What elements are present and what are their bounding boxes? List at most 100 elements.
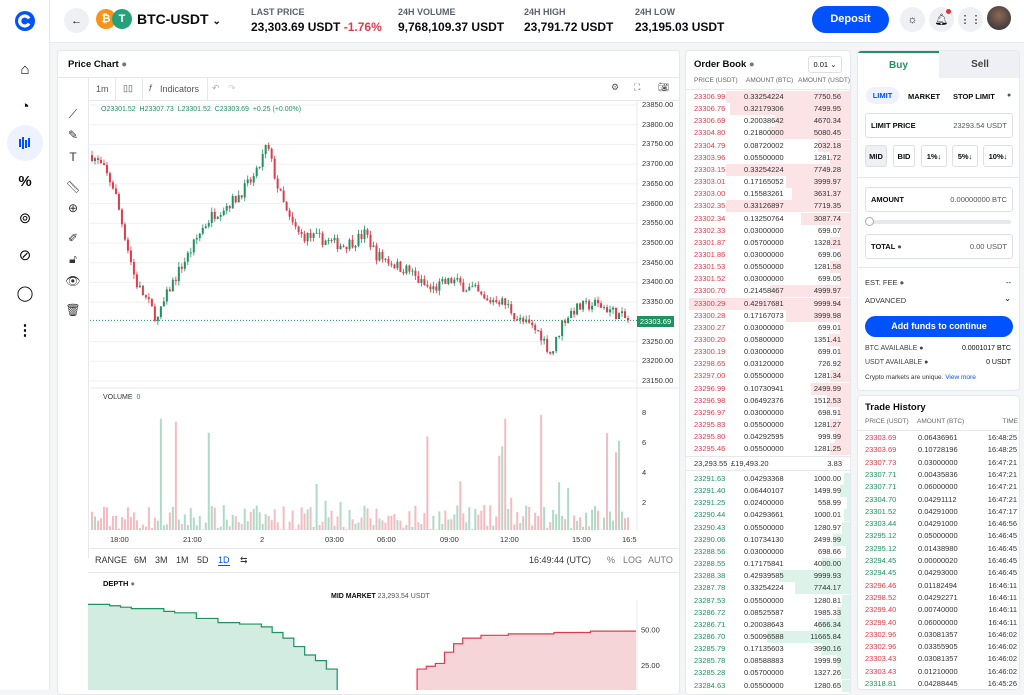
amount-slider[interactable]: [868, 220, 1011, 224]
bell-icon[interactable]: 🔔︎: [929, 7, 954, 32]
info-icon[interactable]: ●: [919, 345, 923, 352]
advanced-toggle[interactable]: ADVANCED: [865, 296, 906, 305]
undo-icon[interactable]: ↶: [212, 83, 220, 94]
percent-scale-button[interactable]: %: [607, 555, 615, 565]
range-option-1d[interactable]: 1D: [218, 555, 230, 566]
settings-icon[interactable]: ⚙: [611, 82, 619, 93]
indicators-button[interactable]: Indicators: [160, 84, 199, 94]
redo-icon[interactable]: ↷: [228, 83, 236, 94]
buy-tab[interactable]: Buy: [858, 51, 939, 78]
chevron-down-icon[interactable]: ⌄: [1004, 294, 1011, 303]
increment-select[interactable]: 0.01 ⌄: [808, 56, 842, 73]
planet-icon[interactable]: ⊘: [7, 237, 43, 273]
market-order-tab[interactable]: MARKET: [908, 92, 940, 101]
preset-button[interactable]: 10%↓: [983, 145, 1013, 167]
info-icon[interactable]: ●: [897, 242, 902, 251]
coinbase-logo[interactable]: [7, 3, 43, 39]
range-option-1m[interactable]: 1M: [176, 555, 189, 565]
amount-input[interactable]: AMOUNT 0.00000000 BTC: [865, 187, 1013, 212]
screenshot-icon[interactable]: 📷︎: [658, 82, 669, 93]
home-icon[interactable]: ⌂: [7, 51, 43, 87]
theme-icon[interactable]: ☼: [900, 7, 925, 32]
portfolio-pie-icon[interactable]: ◔: [7, 88, 43, 124]
auto-scale-button[interactable]: AUTO: [648, 555, 673, 565]
bot-icon[interactable]: ⊚: [7, 200, 43, 236]
sell-tab[interactable]: Sell: [939, 51, 1020, 78]
apps-grid-icon[interactable]: ⋮⋮: [958, 7, 983, 32]
range-option-6m[interactable]: 6M: [134, 555, 147, 565]
limit-price-input[interactable]: LIMIT PRICE 23293.54 USDT: [865, 113, 1013, 138]
toggle-icon[interactable]: ◯: [7, 275, 43, 311]
info-icon[interactable]: ●: [1007, 92, 1011, 99]
back-button[interactable]: ←: [64, 8, 89, 33]
range-option-5d[interactable]: 5D: [197, 555, 209, 565]
interval-button[interactable]: 1m: [96, 84, 109, 94]
info-icon[interactable]: ●: [900, 278, 905, 287]
info-icon[interactable]: ●: [924, 359, 928, 366]
candlestick-chart[interactable]: [58, 100, 680, 530]
fullscreen-icon[interactable]: ⛶: [634, 82, 640, 93]
info-icon[interactable]: ●: [131, 579, 136, 588]
range-option-3m[interactable]: 3M: [155, 555, 168, 565]
slider-handle[interactable]: [865, 217, 874, 226]
limit-order-tab[interactable]: LIMIT: [866, 87, 899, 104]
pair-selector[interactable]: BTC-USDT ⌄: [137, 11, 221, 27]
log-scale-button[interactable]: LOG: [623, 555, 642, 565]
preset-button[interactable]: 1%↓: [921, 145, 947, 167]
compare-icon[interactable]: ⇆: [240, 555, 248, 566]
view-more-link[interactable]: View more: [945, 374, 976, 381]
info-icon[interactable]: ●: [121, 59, 127, 70]
preset-button[interactable]: BID: [893, 145, 915, 167]
preset-button[interactable]: 5%↓: [952, 145, 978, 167]
preset-button[interactable]: MID: [865, 145, 887, 167]
trade-icon[interactable]: [7, 125, 43, 161]
deposit-button[interactable]: Deposit: [812, 6, 889, 33]
percent-icon[interactable]: %: [7, 163, 43, 199]
more-icon[interactable]: ⋮: [7, 312, 43, 348]
total-input[interactable]: TOTAL ● 0.00 USDT: [865, 234, 1013, 259]
avatar[interactable]: [987, 6, 1011, 30]
